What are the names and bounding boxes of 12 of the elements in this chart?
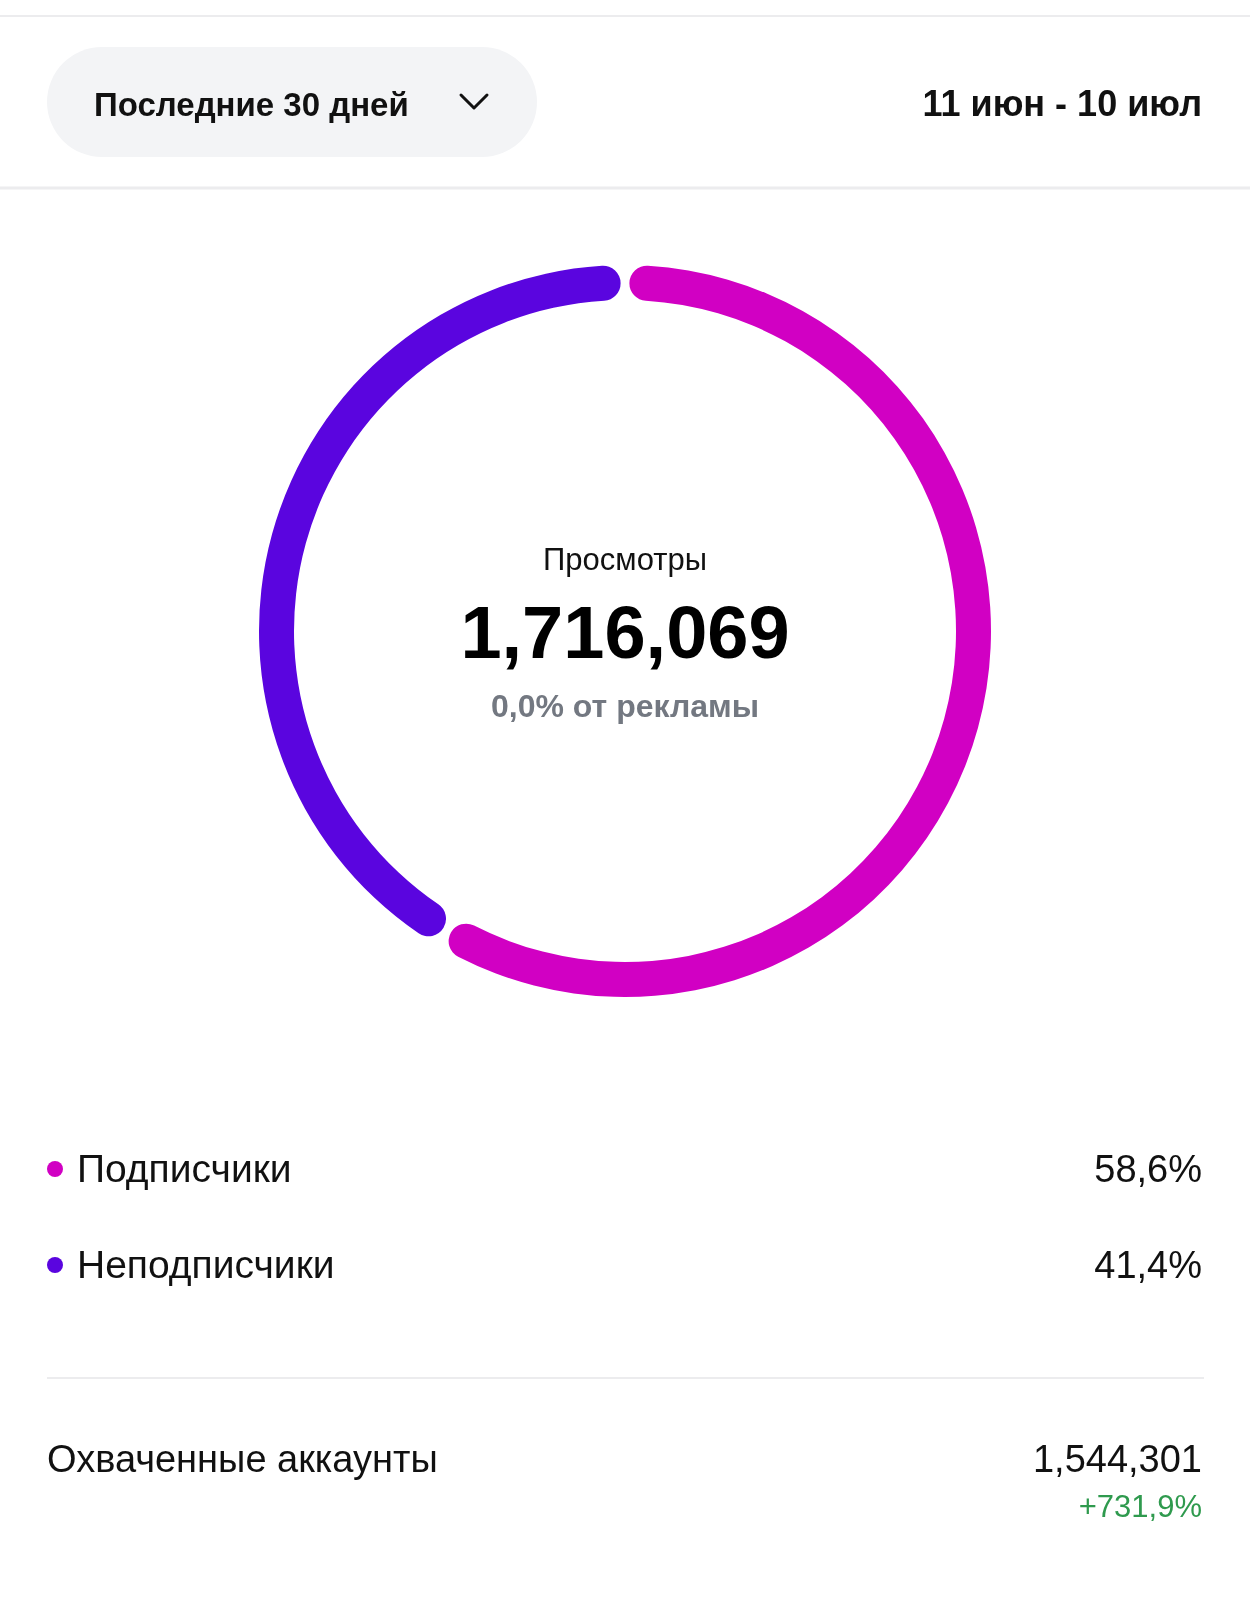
legend-label: Подписчики <box>77 1147 292 1190</box>
text: 0,0% от рекламы <box>490 688 760 724</box>
data-label: 58,6% <box>1094 1148 1202 1190</box>
text: Просмотры <box>543 542 707 577</box>
text: Последние 30 дней <box>94 86 409 123</box>
legend-label: Неподписчики <box>77 1243 335 1286</box>
text: 1,544,301 <box>1032 1438 1202 1480</box>
text: +731,9% <box>1078 1489 1202 1524</box>
text: 1,716,069 <box>460 591 790 674</box>
data-label: 41,4% <box>1094 1244 1202 1286</box>
text: Охваченные аккаунты <box>47 1438 438 1480</box>
text: 11 июн - 10 июл <box>922 83 1202 124</box>
